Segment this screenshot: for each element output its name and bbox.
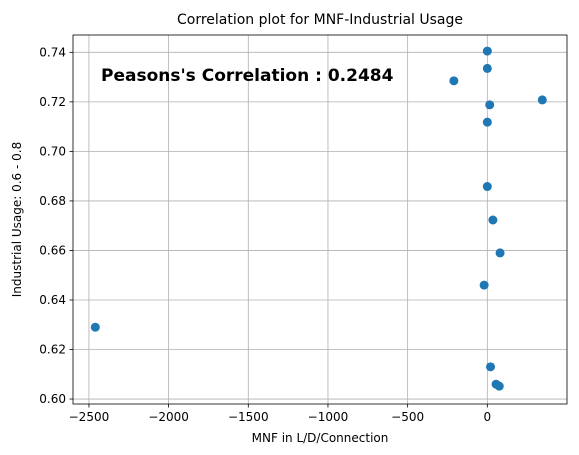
y-tick-label: 0.66	[39, 243, 66, 257]
x-tick-label: −500	[391, 410, 424, 424]
data-point	[494, 381, 504, 391]
x-tick-label: 0	[484, 410, 492, 424]
y-tick-label: 0.74	[39, 45, 66, 59]
x-axis-ticks: −2500 −2000 −1500 −1000 −500 0	[69, 404, 492, 424]
data-point	[495, 248, 505, 258]
data-point	[486, 362, 496, 372]
chart-title: Correlation plot for MNF-Industrial Usag…	[177, 12, 463, 28]
y-tick-label: 0.72	[39, 95, 66, 109]
data-point	[485, 100, 495, 110]
x-tick-label: −1000	[308, 410, 349, 424]
y-tick-label: 0.70	[39, 144, 66, 158]
data-points	[90, 46, 547, 391]
data-point	[482, 63, 492, 73]
x-axis-label: MNF in L/D/Connection	[252, 431, 389, 445]
data-point	[449, 76, 459, 86]
data-point	[537, 95, 547, 105]
x-tick-label: −1500	[228, 410, 269, 424]
data-point	[90, 322, 100, 332]
data-point	[482, 182, 492, 192]
plot-area-frame	[72, 34, 568, 405]
y-axis-ticks: 0.60 0.62 0.64 0.66 0.68 0.70 0.72 0.74	[39, 45, 73, 406]
correlation-annotation: Peasons's Correlation : 0.2484	[101, 66, 394, 86]
data-point	[482, 46, 492, 56]
y-tick-label: 0.62	[39, 343, 66, 357]
y-tick-label: 0.68	[39, 194, 66, 208]
y-tick-label: 0.60	[39, 392, 66, 406]
data-point	[479, 280, 489, 290]
y-tick-label: 0.64	[39, 293, 66, 307]
y-axis-label: Industrial Usage: 0.6 - 0.8	[10, 142, 24, 297]
x-tick-label: −2000	[148, 410, 189, 424]
data-point	[482, 117, 492, 127]
data-point	[488, 215, 498, 225]
x-tick-label: −2500	[69, 410, 110, 424]
